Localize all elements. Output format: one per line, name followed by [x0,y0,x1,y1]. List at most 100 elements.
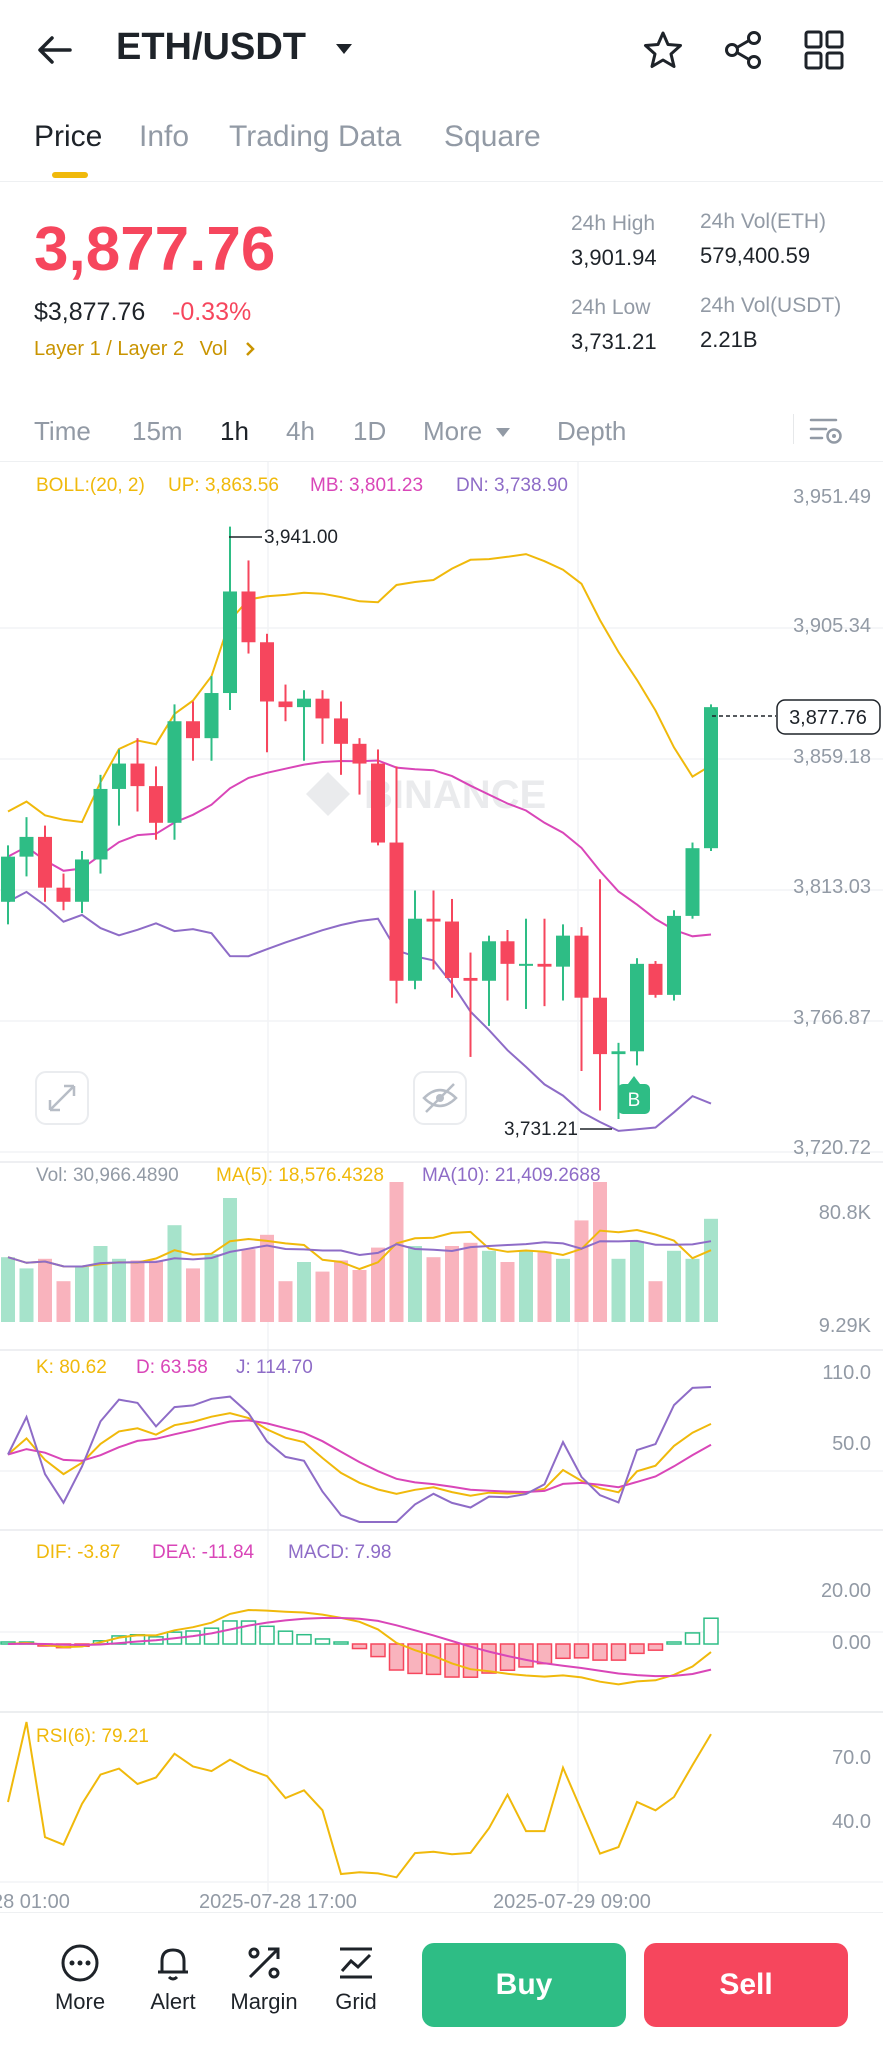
volume-bar [38,1258,52,1322]
candle-body [574,935,589,998]
macd-histogram-bar [296,1633,312,1645]
tab-square[interactable]: Square [444,120,541,153]
kdj-axis-tick: 110.0 [822,1362,871,1384]
high-marker: 3,941.00 [229,527,338,548]
candle-body [241,591,256,643]
price-change: -0.33% [172,298,252,326]
current-price-text: 3,877.76 [789,707,867,729]
volume-bar [315,1271,330,1322]
vol-ma10: MA(10): 21,409.2688 [422,1165,601,1186]
volume-bar [482,1250,496,1322]
volume-bar [93,1246,108,1322]
tag-layer[interactable]: Layer 1 / Layer 2 [34,338,185,360]
interval-1h[interactable]: 1h [220,416,249,446]
interval-time[interactable]: Time [34,416,91,446]
macd-histogram-bar [351,1643,368,1650]
candle-body [297,698,311,708]
tag-vol[interactable]: Vol [199,338,228,360]
tab-trading-data[interactable]: Trading Data [229,120,402,153]
volume-bar [223,1198,237,1322]
interval-depth[interactable]: Depth [557,416,627,446]
candle-body [389,842,404,981]
volume-bar [408,1246,422,1322]
nav-grid[interactable]: Grid [316,1941,396,2015]
star-icon[interactable] [641,28,685,72]
interval-1d[interactable]: 1D [353,416,387,446]
price-tick: 3,720.72 [793,1137,871,1159]
fullscreen-button[interactable] [35,1071,89,1125]
candle-body [352,743,367,764]
candle-body [223,591,237,694]
volume-bar [334,1260,348,1322]
macd-value: MACD: 7.98 [288,1542,391,1563]
tab-price[interactable]: Price [34,120,103,153]
dropdown-caret-icon[interactable] [330,34,358,62]
macd-histogram-bar [629,1643,645,1655]
low-label: 24h Low [571,296,651,319]
candle-body [19,836,34,857]
candle-body [112,763,126,789]
macd-histogram-bar [425,1643,442,1676]
rsi-axis-tick: 40.0 [832,1811,871,1833]
price-tick: 3,905.34 [793,615,871,637]
share-icon[interactable] [721,28,765,72]
chart-grid [0,462,883,1892]
price-tick: 3,813.03 [793,876,871,898]
volume-bar [574,1220,589,1322]
time-tick: 2025-07-28 17:00 [199,1891,357,1912]
candle-body [56,887,71,902]
volume-bar [667,1250,681,1322]
rsi-label: RSI(6): 79.21 [36,1726,149,1747]
boll-dn: DN: 3,738.90 [456,475,568,496]
candle-body [519,963,533,966]
candle-body [482,941,496,981]
candle-body [556,935,570,967]
macd-histogram-bar [277,1630,294,1645]
candle-body [75,859,89,902]
macd-histogram-bar [314,1638,331,1645]
buy-marker[interactable]: B [618,1076,650,1114]
interval-4h[interactable]: 4h [286,416,315,446]
nav-more[interactable]: More [40,1941,120,2015]
divider [793,414,794,444]
high-label: 24h High [571,212,656,235]
back-arrow-icon[interactable] [34,28,78,72]
volume-bar [445,1246,459,1322]
macd-histogram-bar [573,1643,590,1659]
volume-bar [149,1260,163,1322]
kdj-k: K: 80.62 [36,1357,107,1378]
interval-15m[interactable]: 15m [132,416,183,446]
macd-histogram-bar [536,1643,553,1665]
volume-bar [260,1234,274,1322]
boll-upper-line [7,553,712,824]
kline-chart[interactable]: BOLL:(20, 2) UP: 3,863.56 MB: 3,801.23 D… [0,462,883,1912]
volume-bar [556,1258,570,1322]
vol-axis-tick: 80.8K [819,1202,872,1224]
hide-indicators-button[interactable] [413,1071,467,1125]
macd-histogram-bar [703,1617,719,1645]
chart-settings-icon[interactable] [808,414,844,448]
tab-info[interactable]: Info [139,120,190,153]
buy-button[interactable]: Buy [422,1943,626,2027]
interval-bar: Time 15m 1h 4h 1D More Depth [0,402,883,462]
nav-alert-label: Alert [150,1989,196,2014]
grid-icon[interactable] [802,28,846,72]
macd-dif: DIF: -3.87 [36,1542,120,1563]
interval-more[interactable]: More [423,416,483,446]
pair-title[interactable]: ETH/USDT [116,26,306,68]
macd-axis-tick: 20.00 [821,1580,871,1602]
nav-alert[interactable]: Alert [133,1941,213,2015]
grid-bot-icon [340,1947,372,1979]
candle-body [371,763,385,843]
volume-bar [463,1242,478,1322]
sell-button[interactable]: Sell [644,1943,848,2027]
candle-body [278,701,293,708]
nav-margin[interactable]: Margin [224,1941,304,2015]
macd-histogram-bar [370,1643,386,1658]
candle-body [704,707,718,849]
macd-histogram [0,1608,719,1686]
active-tab-indicator [52,172,88,178]
volume-bar [500,1262,515,1322]
boll-up: UP: 3,863.56 [168,475,279,496]
candle-body [611,1051,626,1055]
